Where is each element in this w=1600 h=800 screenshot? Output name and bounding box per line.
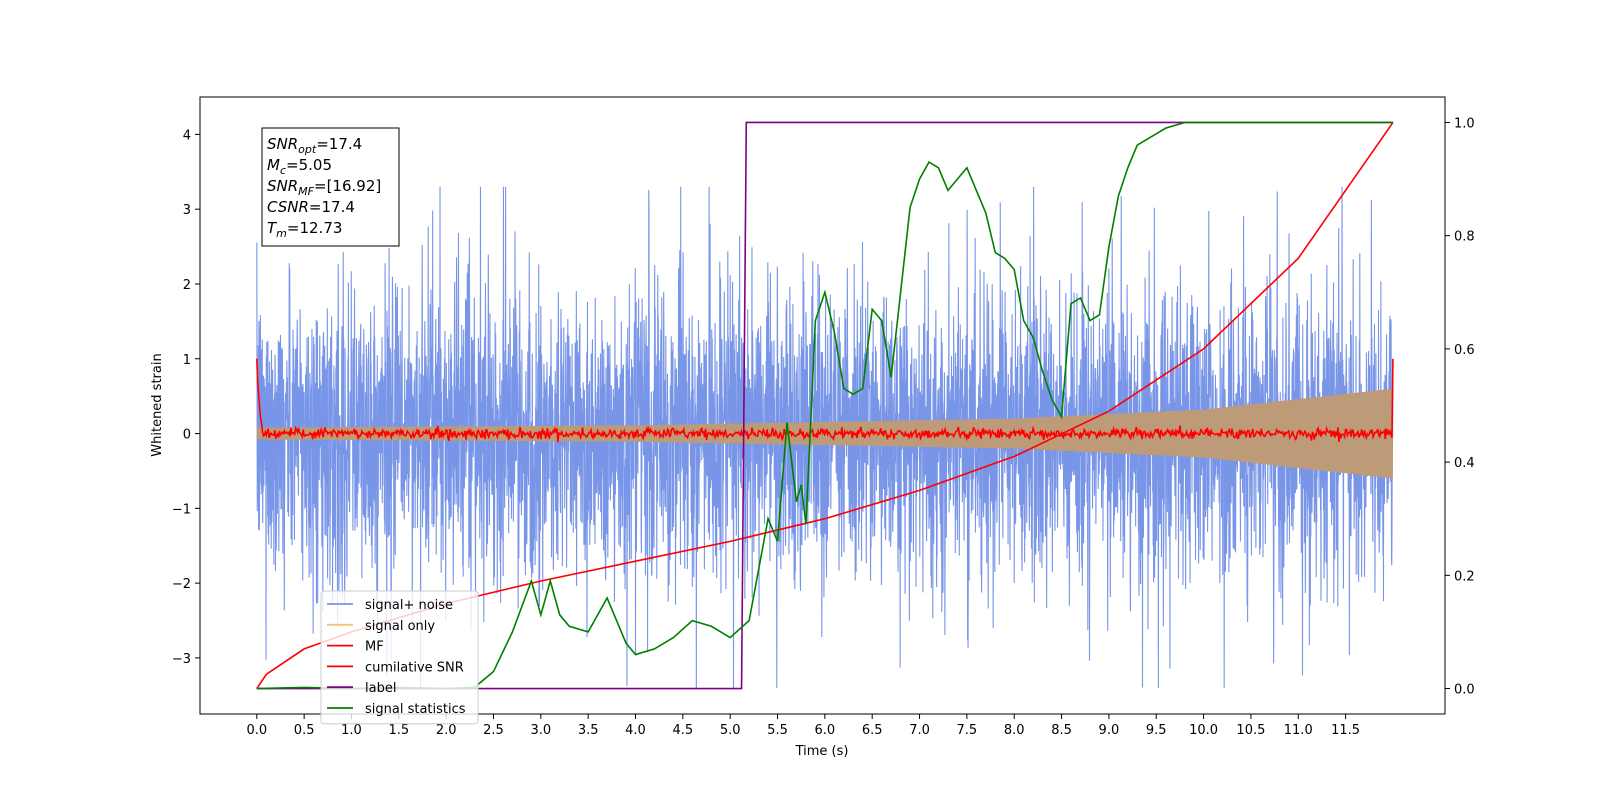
stats-subscript: opt: [298, 143, 317, 156]
x-tick-label: 1.5: [388, 723, 409, 738]
x-axis-title: Time (s): [795, 744, 849, 759]
stats-line: CSNR=17.4: [267, 198, 355, 216]
y-tick-label-right: 0.0: [1454, 683, 1475, 698]
legend-entry: label: [365, 681, 396, 696]
x-tick-label: 8.5: [1051, 723, 1072, 738]
stats-subscript: m: [276, 227, 287, 240]
y-tick-label-left: 2: [183, 278, 191, 293]
y-tick-label-right: 0.4: [1454, 456, 1475, 471]
stats-subscript: MF: [298, 185, 314, 198]
stats-value: =[16.92]: [314, 177, 381, 195]
x-tick-label: 7.5: [957, 723, 978, 738]
x-tick-label: 8.0: [1004, 723, 1025, 738]
x-tick-label: 5.5: [767, 723, 788, 738]
stats-value: =12.73: [287, 219, 343, 237]
y-tick-label-right: 0.2: [1454, 569, 1475, 584]
stats-line: SNRMF=[16.92]: [267, 177, 381, 198]
stats-variable: CSNR: [267, 198, 309, 216]
y-tick-label-left: −3: [172, 652, 191, 667]
x-tick-label: 9.0: [1099, 723, 1120, 738]
stats-line: SNRopt=17.4: [267, 135, 362, 156]
x-tick-label: 0.5: [294, 723, 315, 738]
legend-entry: cumilative SNR: [365, 660, 464, 675]
x-tick-label: 0.0: [246, 723, 267, 738]
stats-line: Mc=5.05: [267, 156, 332, 177]
stats-value: =5.05: [286, 156, 332, 174]
stats-variable: SNR: [267, 135, 298, 153]
y-axis-title: Whitened strain: [150, 353, 165, 456]
stats-box-frame: [261, 127, 400, 247]
legend-entry: MF: [365, 640, 384, 655]
legend-entry: signal only: [365, 619, 435, 634]
x-tick-label: 11.0: [1284, 723, 1313, 738]
stats-value: =17.4: [316, 135, 362, 153]
x-tick-label: 3.0: [530, 723, 551, 738]
y-tick-label-left: 1: [183, 353, 191, 368]
legend-entry: signal statistics: [365, 702, 466, 717]
x-axis: 0.0 0.5 1.0 1.5 2.0 2.5 3.0 3.5 4.0 4.5 5.0 5.5 6.0 6…: [246, 714, 1360, 738]
x-tick-label: 5.0: [720, 723, 741, 738]
series-signal-statistics: [256, 121, 1393, 690]
x-tick-label: 3.5: [578, 723, 599, 738]
legend: signal+ noise signal only MF cumilative SNR…: [320, 590, 479, 725]
stats-value: =17.4: [309, 198, 355, 216]
stats-variable: T: [267, 219, 278, 237]
x-tick-label: 4.0: [625, 723, 646, 738]
y-tick-label-right: 0.8: [1454, 230, 1475, 245]
x-tick-label: 1.0: [341, 723, 362, 738]
series-layer: [256, 121, 1394, 690]
y-tick-label-left: 4: [183, 128, 191, 143]
stats-variable: SNR: [267, 177, 298, 195]
x-tick-label: 9.5: [1146, 723, 1167, 738]
stats-subscript: c: [280, 164, 286, 177]
y-axis-right: 0.0 0.2 0.4 0.6 0.8 1.0: [1445, 116, 1475, 698]
y-tick-label-left: −2: [172, 577, 191, 592]
x-tick-label: 10.0: [1189, 723, 1218, 738]
series-cumulative-snr: [256, 122, 1394, 689]
series-mf: [256, 358, 1394, 443]
stats-variable: M: [267, 156, 280, 174]
x-tick-label: 11.5: [1331, 723, 1360, 738]
legend-box: [320, 590, 479, 725]
x-tick-label: 2.5: [483, 723, 504, 738]
y-tick-label-left: 0: [183, 428, 191, 443]
series-signal-noise: [256, 186, 1394, 688]
stats-annotation: SNRopt=17.4Mc=5.05SNRMF=[16.92]CSNR=17.4…: [261, 127, 400, 247]
legend-entry: signal+ noise: [365, 598, 453, 613]
x-tick-label: 10.5: [1236, 723, 1265, 738]
series-label: [256, 121, 1393, 690]
y-tick-label-left: 3: [183, 203, 191, 218]
x-tick-label: 2.0: [436, 723, 457, 738]
x-tick-label: 4.5: [673, 723, 694, 738]
stats-line: Tm=12.73: [267, 219, 342, 240]
y-tick-label-right: 0.6: [1454, 343, 1475, 358]
x-tick-label: 6.5: [862, 723, 883, 738]
y-tick-label-left: −1: [172, 502, 191, 517]
plot-frame: [199, 96, 1446, 715]
x-tick-label: 6.0: [815, 723, 836, 738]
y-axis-left: −3 −2 −1 0 1 2 3 4: [172, 128, 200, 667]
y-tick-label-right: 1.0: [1454, 116, 1475, 131]
x-tick-label: 7.0: [909, 723, 930, 738]
